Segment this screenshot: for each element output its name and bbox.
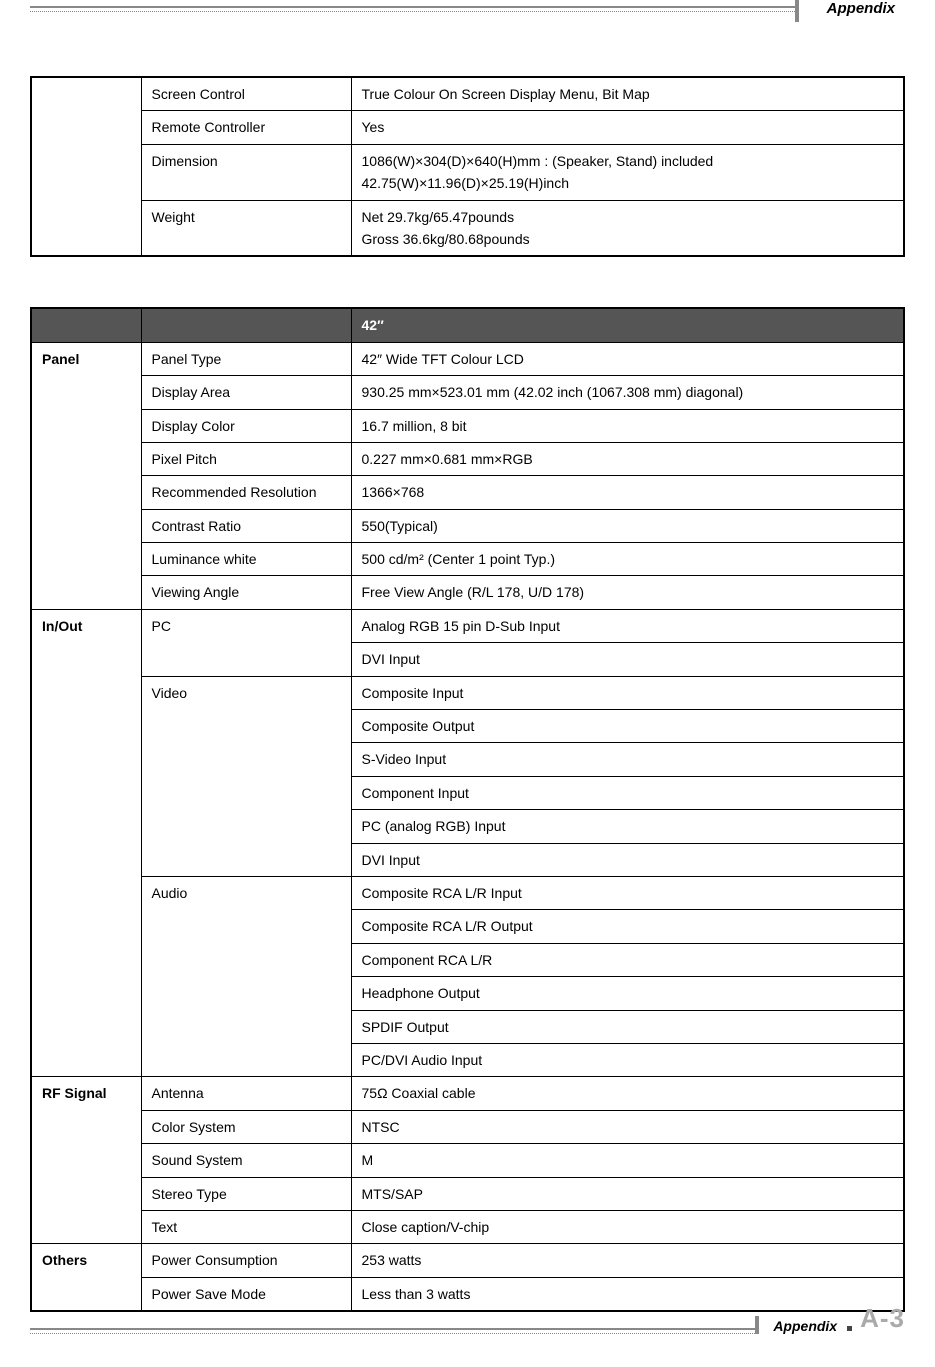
page-number: A-3 [856, 1303, 905, 1334]
category-cell: RF Signal [31, 1077, 141, 1244]
value-cell: 75Ω Coaxial cable [351, 1077, 904, 1110]
item-cell: Panel Type [141, 342, 351, 375]
category-cell: Others [31, 1244, 141, 1311]
table-row: Audio Composite RCA L/R Input [31, 876, 904, 909]
table-row: Stereo TypeMTS/SAP [31, 1177, 904, 1210]
value-cell: DVI Input [351, 843, 904, 876]
header-rule [30, 6, 795, 8]
value-cell: Component Input [351, 776, 904, 809]
value-cell: Composite RCA L/R Output [351, 910, 904, 943]
bullet-icon [847, 1326, 852, 1331]
category-cell: Panel [31, 342, 141, 609]
value-cell: Composite RCA L/R Input [351, 876, 904, 909]
value-cell: 930.25 mm×523.01 mm (42.02 inch (1067.30… [351, 376, 904, 409]
value-cell: NTSC [351, 1110, 904, 1143]
item-cell: Stereo Type [141, 1177, 351, 1210]
table-header-row: 42″ [31, 308, 904, 342]
item-cell: Remote Controller [141, 111, 351, 144]
value-cell: S-Video Input [351, 743, 904, 776]
spacer [30, 36, 905, 76]
value-cell: PC (analog RGB) Input [351, 810, 904, 843]
table-row: Others Power Consumption 253 watts [31, 1244, 904, 1277]
header-blank [141, 308, 351, 342]
footer-rule [30, 1328, 755, 1330]
footer-section-label: Appendix [759, 1318, 843, 1334]
value-cell: Composite Output [351, 710, 904, 743]
item-cell: Display Color [141, 409, 351, 442]
page-footer: Appendix A-3 [30, 1303, 905, 1334]
table-row: Luminance white500 cd/m² (Center 1 point… [31, 543, 904, 576]
value-cell: Free View Angle (R/L 178, U/D 178) [351, 576, 904, 609]
table-row: Recommended Resolution1366×768 [31, 476, 904, 509]
item-cell: Screen Control [141, 77, 351, 111]
header-blank [31, 308, 141, 342]
value-cell: M [351, 1144, 904, 1177]
value-cell: True Colour On Screen Display Menu, Bit … [351, 77, 904, 111]
item-cell: Display Area [141, 376, 351, 409]
value-cell: 42″ Wide TFT Colour LCD [351, 342, 904, 375]
value-cell: MTS/SAP [351, 1177, 904, 1210]
item-cell: Viewing Angle [141, 576, 351, 609]
table-row: Dimension 1086(W)×304(D)×640(H)mm : (Spe… [31, 144, 904, 200]
item-cell: Text [141, 1210, 351, 1243]
item-cell: PC [141, 609, 351, 676]
category-cell: In/Out [31, 609, 141, 1076]
item-cell: Antenna [141, 1077, 351, 1110]
value-cell: PC/DVI Audio Input [351, 1043, 904, 1076]
item-cell: Power Consumption [141, 1244, 351, 1277]
table-row: Remote Controller Yes [31, 111, 904, 144]
page-header: Appendix [30, 0, 905, 36]
table-row: Display Color16.7 million, 8 bit [31, 409, 904, 442]
item-cell: Color System [141, 1110, 351, 1143]
table-row: Pixel Pitch0.227 mm×0.681 mm×RGB [31, 442, 904, 475]
header-size: 42″ [351, 308, 904, 342]
table-row: Color SystemNTSC [31, 1110, 904, 1143]
table-row: Panel Panel Type 42″ Wide TFT Colour LCD [31, 342, 904, 375]
table-row: Sound SystemM [31, 1144, 904, 1177]
item-cell: Recommended Resolution [141, 476, 351, 509]
item-cell: Video [141, 676, 351, 876]
value-cell: Net 29.7kg/65.47pounds Gross 36.6kg/80.6… [351, 200, 904, 256]
value-cell: Headphone Output [351, 977, 904, 1010]
item-cell: Dimension [141, 144, 351, 200]
value-cell: Component RCA L/R [351, 943, 904, 976]
value-cell: SPDIF Output [351, 1010, 904, 1043]
value-cell: 500 cd/m² (Center 1 point Typ.) [351, 543, 904, 576]
table-row: Display Area930.25 mm×523.01 mm (42.02 i… [31, 376, 904, 409]
item-cell: Sound System [141, 1144, 351, 1177]
table-row: RF Signal Antenna 75Ω Coaxial cable [31, 1077, 904, 1110]
item-cell: Weight [141, 200, 351, 256]
table-row: Video Composite Input [31, 676, 904, 709]
value-cell: Composite Input [351, 676, 904, 709]
category-cell [31, 77, 141, 256]
value-cell: 1366×768 [351, 476, 904, 509]
value-cell: Close caption/V-chip [351, 1210, 904, 1243]
value-cell: 550(Typical) [351, 509, 904, 542]
table-row: Weight Net 29.7kg/65.47pounds Gross 36.6… [31, 200, 904, 256]
value-cell: 16.7 million, 8 bit [351, 409, 904, 442]
page-root: Appendix Screen Control True Colour On S… [0, 0, 935, 1352]
value-cell: Yes [351, 111, 904, 144]
item-cell: Audio [141, 876, 351, 1076]
header-section-label: Appendix [799, 0, 905, 17]
table-row: Viewing AngleFree View Angle (R/L 178, U… [31, 576, 904, 609]
table-row: Contrast Ratio550(Typical) [31, 509, 904, 542]
item-cell: Luminance white [141, 543, 351, 576]
table-row: In/Out PC Analog RGB 15 pin D-Sub Input [31, 609, 904, 642]
spec-table-1: Screen Control True Colour On Screen Dis… [30, 76, 905, 257]
table-row: Screen Control True Colour On Screen Dis… [31, 77, 904, 111]
value-cell: Analog RGB 15 pin D-Sub Input [351, 609, 904, 642]
value-cell: 1086(W)×304(D)×640(H)mm : (Speaker, Stan… [351, 144, 904, 200]
value-cell: 0.227 mm×0.681 mm×RGB [351, 442, 904, 475]
value-cell: DVI Input [351, 643, 904, 676]
spacer [30, 257, 905, 307]
table-row: TextClose caption/V-chip [31, 1210, 904, 1243]
item-cell: Pixel Pitch [141, 442, 351, 475]
item-cell: Contrast Ratio [141, 509, 351, 542]
value-cell: 253 watts [351, 1244, 904, 1277]
spec-table-2: 42″ Panel Panel Type 42″ Wide TFT Colour… [30, 307, 905, 1312]
